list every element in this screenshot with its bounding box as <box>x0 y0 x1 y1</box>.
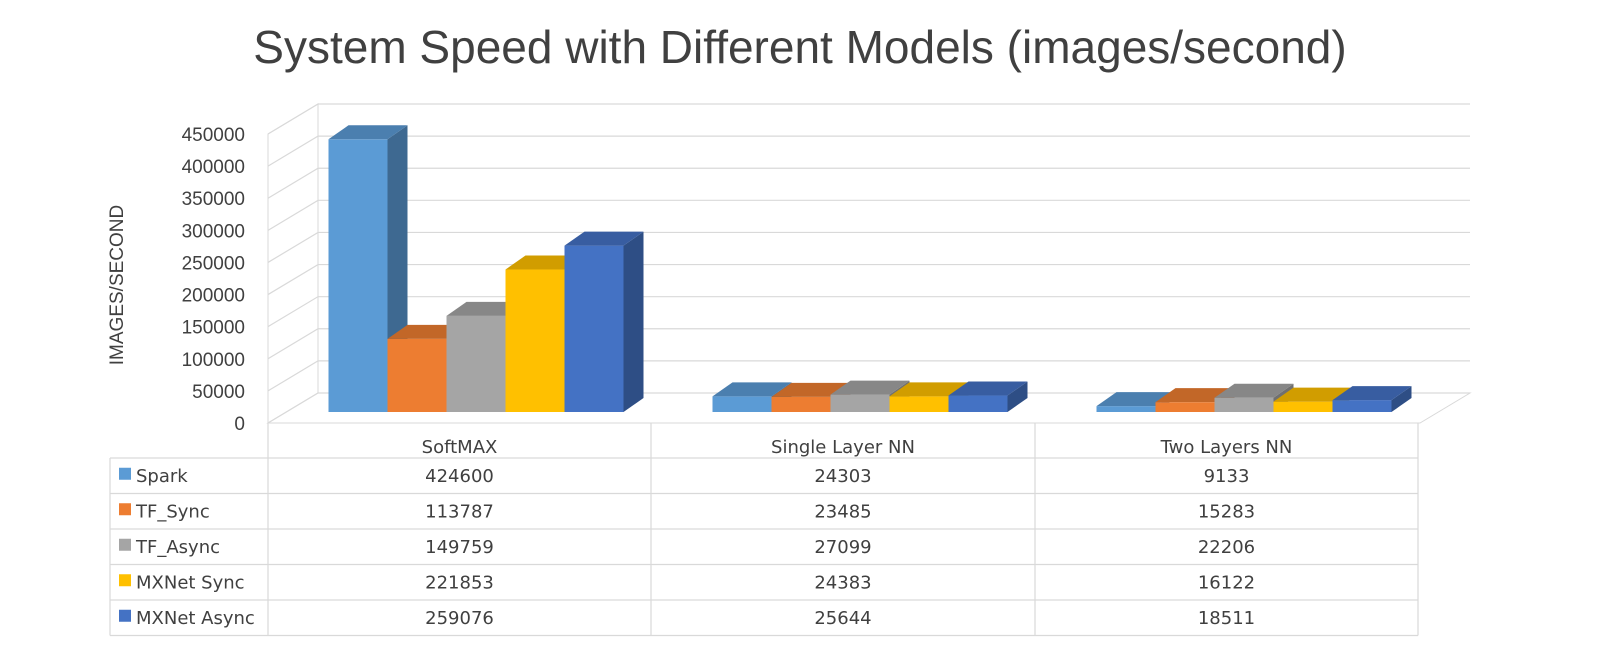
y-tick-label: 400000 <box>182 157 245 178</box>
table-cell: 221853 <box>425 572 494 593</box>
series-name: TF_Async <box>135 537 220 558</box>
gridline <box>267 135 1470 167</box>
bar-top <box>328 125 408 140</box>
gridline <box>267 392 1470 424</box>
y-tick-labels: 0 50000 100000 150000 200000 250000 300000 3500… <box>182 125 245 435</box>
y-tick-label: 250000 <box>182 253 245 274</box>
bar-top <box>1273 387 1353 402</box>
legend-key <box>119 538 131 551</box>
chart-title: System Speed with Different Models (imag… <box>253 21 1347 73</box>
y-tick-label: 0 <box>234 414 245 435</box>
bar-top <box>771 382 851 397</box>
table-cell: 27099 <box>814 537 871 558</box>
table-cell: 9133 <box>1204 466 1250 487</box>
y-tick-label: 200000 <box>182 286 245 307</box>
gridline <box>267 103 1470 135</box>
bar-spark-2 <box>1096 406 1156 412</box>
table-cell: 24383 <box>814 572 871 593</box>
bar-spark-0 <box>328 139 388 412</box>
bar-top <box>830 380 910 395</box>
table-cell: 149759 <box>425 537 494 558</box>
legend-key <box>119 503 131 516</box>
table-cell: 22206 <box>1198 537 1255 558</box>
bar-side <box>623 231 644 412</box>
gridline <box>267 199 1470 231</box>
legend-key <box>119 574 131 587</box>
gridline <box>267 167 1470 199</box>
bars <box>328 125 1412 413</box>
series-name: MXNet Sync <box>136 572 245 593</box>
data-table: SoftMAX Single Layer NN Two Layers NN Spark… <box>109 423 1419 637</box>
y-tick-label: 350000 <box>182 189 245 210</box>
bar-top <box>564 231 644 246</box>
table-cell: 424600 <box>425 466 494 487</box>
table-cell: 113787 <box>425 501 494 522</box>
y-tick-label: 50000 <box>192 382 245 403</box>
bar-mxnet-async-2 <box>1332 400 1392 412</box>
bar-tf-sync-1 <box>771 396 831 412</box>
category-label: Single Layer NN <box>771 437 915 458</box>
gridline <box>267 360 1470 392</box>
y-tick-label: 450000 <box>182 125 245 146</box>
series-name: Spark <box>136 466 188 487</box>
gridlines <box>267 103 1470 424</box>
bar-side <box>1391 386 1412 412</box>
table-cell: 259076 <box>425 608 494 629</box>
table-cell: 18511 <box>1198 608 1255 629</box>
y-tick-label: 300000 <box>182 221 245 242</box>
bar-side <box>1007 381 1028 412</box>
y-tick-label: 150000 <box>182 318 245 339</box>
bar-top <box>948 381 1028 396</box>
table-cell: 24303 <box>814 466 871 487</box>
category-label: Two Layers NN <box>1160 437 1293 458</box>
table-cell: 25644 <box>814 608 871 629</box>
legend-key <box>119 609 131 622</box>
table-cell: 16122 <box>1198 572 1255 593</box>
bar-mxnet-sync-0 <box>505 269 565 412</box>
bar-top <box>1332 386 1412 401</box>
category-label: SoftMAX <box>422 437 498 458</box>
bar-tf-async-2 <box>1214 397 1274 412</box>
gridline <box>267 328 1470 360</box>
table-cell: 23485 <box>814 501 871 522</box>
gridline <box>267 296 1470 328</box>
bar-tf-async-0 <box>446 315 506 412</box>
legend-key <box>119 467 131 480</box>
bar-spark-1 <box>712 396 772 412</box>
y-tick-label: 100000 <box>182 350 245 371</box>
series-name: MXNet Async <box>136 608 255 629</box>
bar-tf-sync-0 <box>387 338 447 412</box>
bar-mxnet-sync-2 <box>1273 401 1333 412</box>
series-name: TF_Sync <box>135 501 210 522</box>
bar-top <box>1214 383 1294 398</box>
bar-mxnet-async-1 <box>948 395 1008 412</box>
bar-tf-sync-2 <box>1155 402 1215 412</box>
bar-mxnet-sync-1 <box>889 396 949 412</box>
bar-mxnet-async-0 <box>564 245 624 412</box>
gridline <box>267 263 1470 296</box>
table-cell: 15283 <box>1198 501 1255 522</box>
bar-top <box>712 382 792 397</box>
gridline <box>267 231 1470 263</box>
bar-tf-async-1 <box>830 394 890 412</box>
side-wall <box>267 103 319 424</box>
bar-top <box>889 382 969 397</box>
